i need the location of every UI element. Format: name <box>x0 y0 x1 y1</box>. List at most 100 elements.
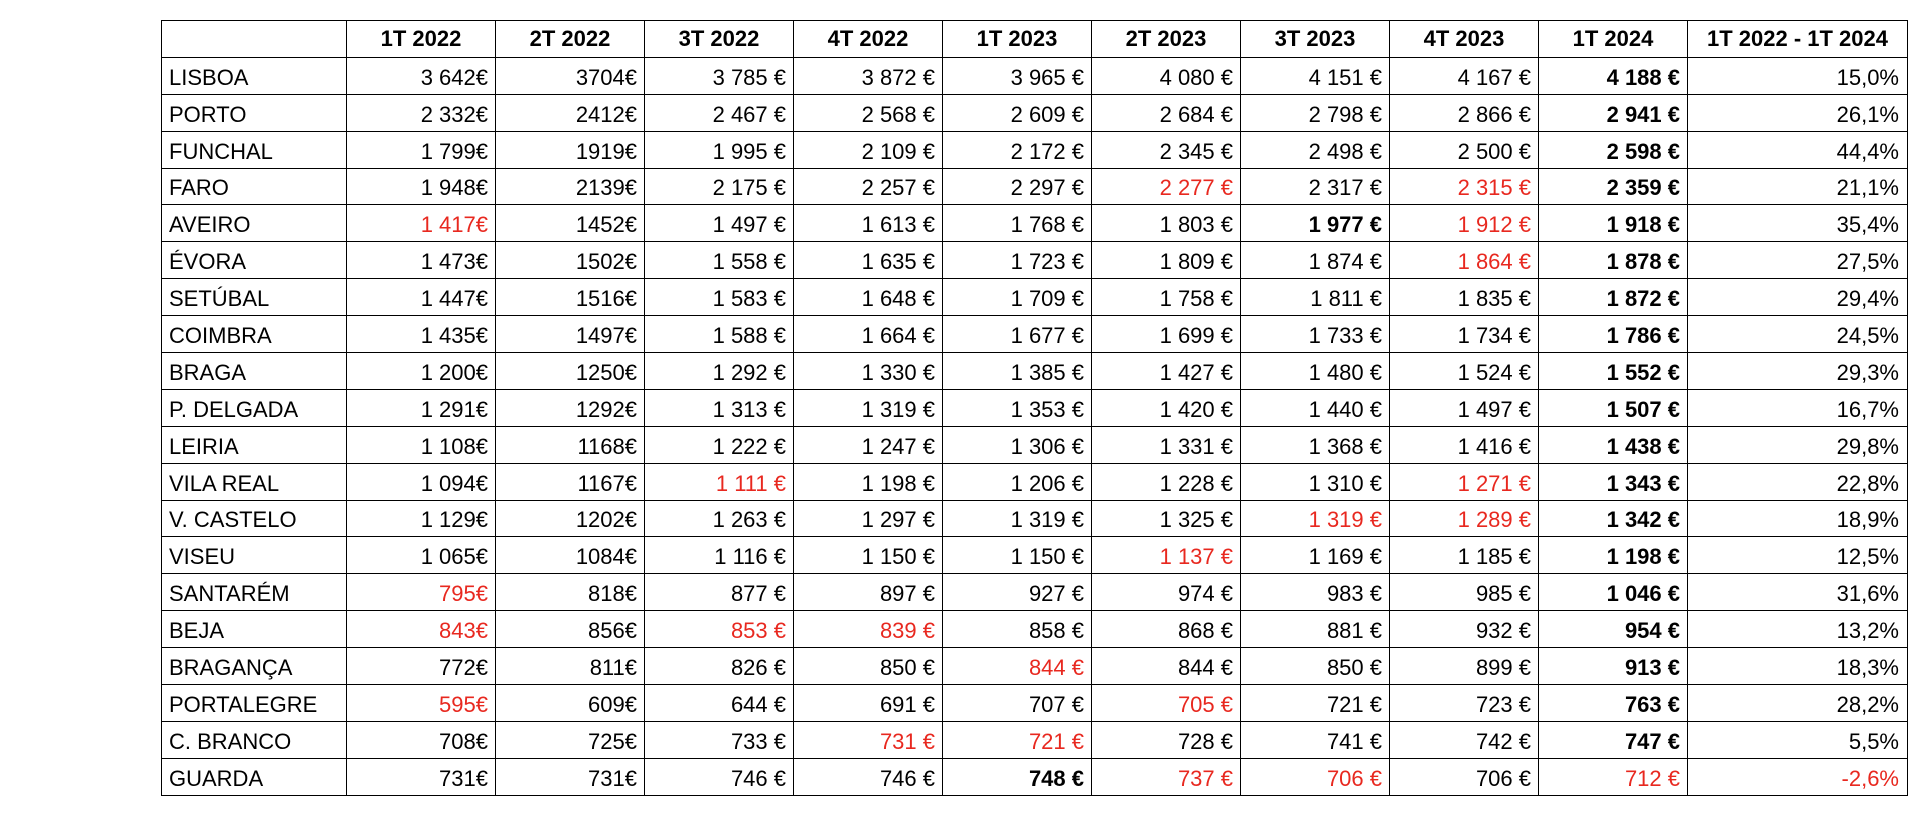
column-header: 2T 2022 <box>495 20 645 58</box>
price-cell: 2 598 € <box>1538 130 1688 169</box>
price-cell: 1 094€ <box>346 462 496 501</box>
price-cell: 721 € <box>1240 684 1390 722</box>
price-cell: 1 325 € <box>1091 499 1241 538</box>
price-cell: 1 200€ <box>346 352 496 390</box>
column-header: 1T 2024 <box>1538 20 1688 58</box>
column-header: 1T 2023 <box>942 20 1092 58</box>
price-cell: 731 € <box>793 720 943 759</box>
city-cell: V. CASTELO <box>161 499 347 538</box>
price-cell: 1 228 € <box>1091 462 1241 501</box>
price-cell: 1 786 € <box>1538 315 1688 354</box>
table-row: FARO 1 948€ 2139€ 2 175 €2 257 €2 297 €2 27… <box>161 167 1908 206</box>
price-cell: 1 416 € <box>1389 425 1539 464</box>
change-cell: 16,7% <box>1687 388 1908 427</box>
price-cell: 1 803 € <box>1091 204 1241 243</box>
price-cell: 1 977 € <box>1240 204 1390 243</box>
price-cell: 706 € <box>1389 757 1539 796</box>
price-cell: 609€ <box>495 684 645 722</box>
price-cell: 4 080 € <box>1091 56 1241 95</box>
change-cell: 18,9% <box>1687 499 1908 538</box>
price-cell: 1 635 € <box>793 241 943 280</box>
price-cell: 818€ <box>495 573 645 612</box>
price-cell: 1 198 € <box>793 462 943 501</box>
price-cell: 844 € <box>942 647 1092 686</box>
price-cell: 1 222 € <box>644 425 794 464</box>
price-cell: 1 558 € <box>644 241 794 280</box>
price-cell: 1168€ <box>495 425 645 464</box>
column-header: 3T 2023 <box>1240 20 1390 58</box>
price-cell: 2 315 € <box>1389 167 1539 206</box>
price-cell: 1 480 € <box>1240 352 1390 390</box>
price-cell: 1 368 € <box>1240 425 1390 464</box>
change-cell: 35,4% <box>1687 204 1908 243</box>
city-cell: SETÚBAL <box>161 278 347 317</box>
price-cell: 2 498 € <box>1240 130 1390 169</box>
price-cell: 2 467 € <box>644 93 794 132</box>
price-cell: 2 568 € <box>793 93 943 132</box>
column-header: 1T 2022 - 1T 2024 <box>1687 20 1908 58</box>
price-cell: 721 € <box>942 720 1092 759</box>
price-cell: 1 677 € <box>942 315 1092 354</box>
price-cell: 850 € <box>793 647 943 686</box>
table-row: AVEIRO 1 417€ 1452€ 1 497 €1 613 €1 768 €1 … <box>161 204 1908 243</box>
price-cell: 1 809 € <box>1091 241 1241 280</box>
price-cell: 1 169 € <box>1240 536 1390 575</box>
price-cell: 1 116 € <box>644 536 794 575</box>
price-cell: 2 941 € <box>1538 93 1688 132</box>
table-row: BRAGA 1 200€ 1250€ 1 292 €1 330 €1 385 €1 4… <box>161 352 1908 390</box>
price-cell: 1 291€ <box>346 388 496 427</box>
price-cell: 1 588 € <box>644 315 794 354</box>
price-cell: 707 € <box>942 684 1092 722</box>
price-cell: 2139€ <box>495 167 645 206</box>
price-cell: 1 150 € <box>942 536 1092 575</box>
price-cell: 731€ <box>346 757 496 796</box>
price-cell: 856€ <box>495 610 645 649</box>
price-cell: 748 € <box>942 757 1092 796</box>
price-cell: 1919€ <box>495 130 645 169</box>
price-cell: 1 271 € <box>1389 462 1539 501</box>
price-cell: 927 € <box>942 573 1092 612</box>
price-cell: 1 111 € <box>644 462 794 501</box>
change-cell: 13,2% <box>1687 610 1908 649</box>
change-cell: -2,6% <box>1687 757 1908 796</box>
change-cell: 18,3% <box>1687 647 1908 686</box>
price-cell: 1 648 € <box>793 278 943 317</box>
price-cell: 1 583 € <box>644 278 794 317</box>
price-cell: 731€ <box>495 757 645 796</box>
price-cell: 728 € <box>1091 720 1241 759</box>
price-cell: 763 € <box>1538 684 1688 722</box>
table-row: PORTALEGRE 595€ 609€ 644 €691 €707 €705 €72… <box>161 684 1908 722</box>
price-cell: 1 878 € <box>1538 241 1688 280</box>
city-cell: C. BRANCO <box>161 720 347 759</box>
price-cell: 2 500 € <box>1389 130 1539 169</box>
price-cell: 1 768 € <box>942 204 1092 243</box>
price-cell: 1 108€ <box>346 425 496 464</box>
price-cell: 723 € <box>1389 684 1539 722</box>
table-row: GUARDA 731€ 731€ 746 €746 €748 €737 €706 €7… <box>161 757 1908 796</box>
price-cell: 1250€ <box>495 352 645 390</box>
price-cell: 2 359 € <box>1538 167 1688 206</box>
table-row: FUNCHAL 1 799€ 1919€ 1 995 €2 109 €2 172 €2… <box>161 130 1908 169</box>
table-row: C. BRANCO 708€ 725€ 733 €731 €721 €728 €741… <box>161 720 1908 759</box>
price-cell: 954 € <box>1538 610 1688 649</box>
column-header: 4T 2023 <box>1389 20 1539 58</box>
price-cell: 3 872 € <box>793 56 943 95</box>
change-cell: 5,5% <box>1687 720 1908 759</box>
price-cell: 1 709 € <box>942 278 1092 317</box>
price-cell: 1 342 € <box>1538 499 1688 538</box>
price-cell: 1 319 € <box>942 499 1092 538</box>
price-cell: 1497€ <box>495 315 645 354</box>
price-cell: 881 € <box>1240 610 1390 649</box>
price-cell: 1084€ <box>495 536 645 575</box>
change-cell: 29,4% <box>1687 278 1908 317</box>
price-cell: 4 151 € <box>1240 56 1390 95</box>
price-cell: 858 € <box>942 610 1092 649</box>
price-cell: 1 497 € <box>644 204 794 243</box>
price-cell: 1 440 € <box>1240 388 1390 427</box>
price-cell: 1 319 € <box>793 388 943 427</box>
table-row: SETÚBAL 1 447€ 1516€ 1 583 €1 648 €1 709 €1… <box>161 278 1908 317</box>
price-cell: 705 € <box>1091 684 1241 722</box>
change-cell: 28,2% <box>1687 684 1908 722</box>
city-cell: COIMBRA <box>161 315 347 354</box>
price-cell: 1 447€ <box>346 278 496 317</box>
